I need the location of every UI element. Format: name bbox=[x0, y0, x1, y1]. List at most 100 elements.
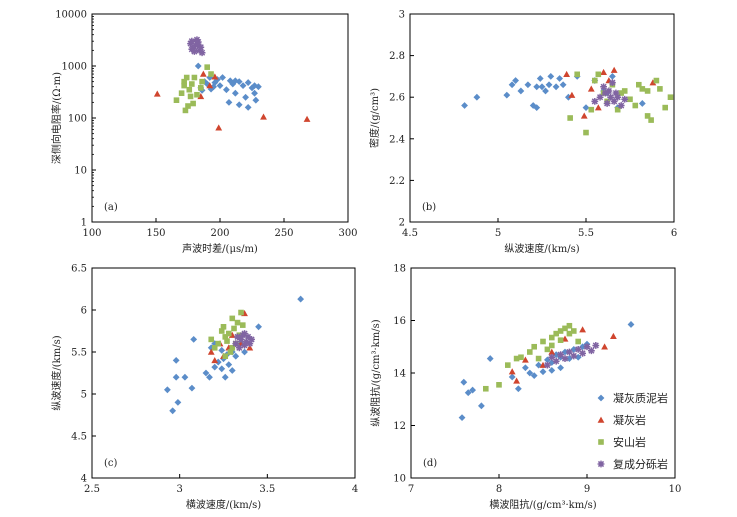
panel-c-point-andesite bbox=[225, 330, 232, 337]
panel-c-point-mudstone bbox=[172, 357, 180, 364]
panel-d-point-andesite bbox=[540, 338, 546, 345]
panel-a-point-tuff bbox=[303, 115, 311, 122]
panel-b-xtick-label: 5.5 bbox=[578, 228, 594, 239]
panel-b-point-breccia bbox=[614, 93, 622, 101]
panel-a-point-mudstone bbox=[244, 103, 252, 111]
panel-b-point-andesite bbox=[648, 117, 654, 123]
panel-b-point-andesite bbox=[644, 113, 651, 119]
panel-d-point-mudstone bbox=[557, 364, 564, 372]
panel-d-point-breccia bbox=[544, 361, 551, 369]
panel-d-point-breccia bbox=[570, 352, 578, 360]
panel-c-point-andesite bbox=[222, 334, 229, 340]
panel-b-point-tuff bbox=[649, 79, 657, 86]
panel-b-ytick-label: 2.6 bbox=[389, 93, 405, 104]
panel-d-point-mudstone bbox=[544, 356, 551, 364]
panel-b-point-breccia bbox=[610, 97, 618, 105]
panel-c-point-andesite bbox=[215, 340, 222, 347]
panel-d-xtick-label: 10 bbox=[669, 484, 682, 495]
panel-d-point-mudstone bbox=[548, 366, 556, 374]
panel-b-ylabel: 密度/(g/cm³) bbox=[368, 88, 381, 148]
panel-a-point-mudstone bbox=[251, 89, 258, 97]
panel-b-point-andesite bbox=[614, 106, 621, 113]
panel-b-point-breccia bbox=[600, 83, 607, 91]
panel-c-ytick-label: 5 bbox=[81, 390, 87, 401]
panel-a-point-andesite bbox=[178, 90, 185, 96]
panel-a-point-mudstone bbox=[235, 101, 243, 109]
legend-label-tuff: 凝灰岩 bbox=[613, 413, 646, 427]
panel-a-point-breccia bbox=[194, 38, 202, 46]
panel-d-xtick-label: 7 bbox=[408, 484, 414, 495]
panel-c-xtick-label: 3 bbox=[176, 484, 182, 495]
panel-a: 100 150 200 250 300 1 10 100 1000 10000 声波时差/(μs/m… bbox=[50, 10, 358, 256]
panel-c-xlabel: 横波速度/(km/s) bbox=[186, 498, 261, 511]
panel-d-point-tuff bbox=[513, 377, 520, 384]
panel-d-point-mudstone bbox=[478, 402, 485, 410]
panel-a-point-mudstone bbox=[207, 85, 215, 93]
panel-c-point-mudstone bbox=[221, 373, 229, 381]
panel-c-point-andesite bbox=[224, 338, 230, 344]
panel-a-point-breccia bbox=[187, 40, 194, 47]
panel-d-point-andesite bbox=[518, 354, 524, 361]
panel-b-point-andesite bbox=[595, 71, 602, 78]
panel-c-point-andesite bbox=[234, 319, 241, 326]
panel-a-point-mudstone bbox=[226, 77, 234, 85]
panel-c-point-mudstone bbox=[218, 365, 226, 373]
panel-b-point-mudstone bbox=[538, 83, 546, 91]
panel-d-label: (d) bbox=[423, 458, 437, 469]
panel-b-xtick-label: 4.5 bbox=[402, 228, 418, 239]
panel-b-xlabel: 纵波速度/(km/s) bbox=[504, 242, 579, 255]
panel-b: 4.5 5 5.5 6 2 2.2 2.4 2.6 2.8 3 纵波速度/(km/s) 密度/(g/c… bbox=[368, 10, 677, 256]
panel-d-point-mudstone bbox=[535, 361, 542, 369]
panel-c-point-breccia bbox=[242, 338, 250, 346]
panel-c-frame bbox=[91, 267, 356, 479]
legend-label-mudstone: 凝灰质泥岩 bbox=[613, 391, 668, 405]
panel-a-point-mudstone bbox=[252, 96, 260, 104]
panel-d-point-mudstone bbox=[627, 321, 635, 328]
panel-d-point-mudstone bbox=[526, 369, 534, 377]
panel-d-ytick-label: 18 bbox=[393, 264, 406, 275]
panel-b-ytick-label: 2.2 bbox=[389, 176, 405, 187]
panel-b-point-andesite bbox=[621, 88, 628, 94]
panel-d-ytick-label: 10 bbox=[393, 474, 406, 485]
panel-b-point-mudstone bbox=[533, 104, 541, 111]
panel-b-point-andesite bbox=[592, 77, 598, 84]
panel-d-point-mudstone bbox=[579, 343, 586, 351]
panel-d-point-andesite bbox=[566, 330, 573, 337]
panel-d-point-mudstone bbox=[514, 385, 522, 393]
panel-c-point-breccia bbox=[241, 341, 248, 349]
panel-b-ytick-label: 2 bbox=[399, 218, 405, 229]
panel-b-point-breccia bbox=[591, 97, 599, 105]
panel-a-point-tuff bbox=[215, 124, 223, 131]
panel-b-label: (b) bbox=[422, 202, 436, 213]
panel-d-point-tuff bbox=[522, 356, 529, 363]
panel-a-point-mudstone bbox=[239, 82, 247, 89]
panel-d-ylabel: 纵波阻抗/(g/cm³·km/s) bbox=[369, 319, 382, 426]
panel-d-ytick-label: 14 bbox=[393, 369, 406, 380]
panel-a-point-tuff bbox=[206, 82, 214, 89]
panel-d-point-breccia bbox=[579, 349, 586, 357]
panel-a-point-breccia bbox=[198, 49, 206, 57]
panel-a-point-tuff bbox=[211, 73, 219, 80]
panel-c-point-mudstone bbox=[211, 363, 219, 371]
panel-d-point-andesite bbox=[566, 322, 573, 329]
panel-d-point-mudstone bbox=[539, 368, 547, 376]
panel-c-xtick-label: 2.5 bbox=[84, 484, 100, 495]
panel-d-point-tuff bbox=[508, 368, 516, 375]
panel-a-ytick-label: 10000 bbox=[55, 10, 87, 21]
panel-b-point-andesite bbox=[567, 115, 573, 121]
panel-b-ytick-label: 2.4 bbox=[389, 134, 405, 145]
panel-b-point-breccia bbox=[617, 102, 625, 109]
panel-d-point-tuff bbox=[601, 343, 608, 350]
panel-a-point-mudstone bbox=[231, 89, 239, 97]
panel-c-point-tuff bbox=[246, 344, 254, 351]
panel-c-point-mudstone bbox=[225, 361, 233, 368]
panel-a-point-tuff bbox=[197, 93, 205, 100]
panel-b-series-breccia bbox=[591, 79, 629, 109]
panel-d-point-mudstone bbox=[469, 386, 476, 394]
panel-c-ytick-label: 5.5 bbox=[71, 348, 87, 359]
panel-b-point-tuff bbox=[587, 85, 595, 92]
panel-a-point-mudstone bbox=[244, 79, 252, 86]
panel-a-point-breccia bbox=[197, 43, 205, 51]
panel-a-point-andesite bbox=[194, 91, 200, 98]
